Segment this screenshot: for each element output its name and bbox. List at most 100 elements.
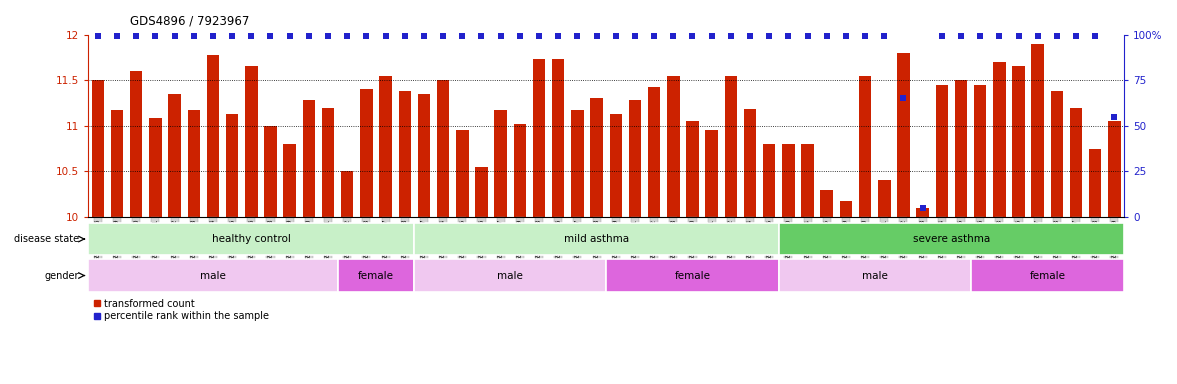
Point <box>377 33 395 40</box>
Bar <box>647 88 660 384</box>
Bar <box>610 114 621 384</box>
Point <box>491 33 510 40</box>
Bar <box>513 124 526 384</box>
Point <box>683 33 701 40</box>
Bar <box>88 259 338 292</box>
Text: gender: gender <box>45 270 79 281</box>
Text: mild asthma: mild asthma <box>564 234 630 244</box>
Bar <box>341 171 353 384</box>
Point <box>817 33 836 40</box>
Text: disease state: disease state <box>14 234 79 244</box>
Point <box>875 33 893 40</box>
Bar <box>552 59 565 384</box>
Point <box>895 95 913 101</box>
Bar <box>591 98 603 384</box>
Bar <box>245 66 258 384</box>
Bar <box>284 144 295 384</box>
Point <box>1029 33 1048 40</box>
Point <box>645 33 664 40</box>
Point <box>107 33 126 40</box>
Bar <box>802 144 813 384</box>
Bar <box>859 76 871 384</box>
Point <box>511 33 530 40</box>
Text: healthy control: healthy control <box>212 234 291 244</box>
Bar <box>897 53 910 384</box>
Bar <box>437 80 450 384</box>
Bar <box>399 91 411 384</box>
Point <box>261 33 280 40</box>
Point <box>1105 114 1124 120</box>
Text: female: female <box>358 270 394 281</box>
Point <box>433 33 452 40</box>
Bar <box>705 130 718 384</box>
Point <box>127 33 146 40</box>
Bar <box>494 110 507 384</box>
Point <box>1048 33 1066 40</box>
Bar <box>936 85 947 384</box>
Point <box>703 33 722 40</box>
Point <box>472 33 491 40</box>
Point <box>530 33 548 40</box>
Point <box>319 33 338 40</box>
Text: male: male <box>498 270 524 281</box>
Point <box>837 33 856 40</box>
Bar <box>414 223 779 255</box>
Bar <box>629 100 641 384</box>
Text: female: female <box>674 270 711 281</box>
Point <box>357 33 375 40</box>
Text: male: male <box>200 270 226 281</box>
Bar <box>917 208 929 384</box>
Bar <box>302 100 315 384</box>
Bar <box>571 110 584 384</box>
Text: female: female <box>1030 270 1065 281</box>
Bar <box>88 223 414 255</box>
Bar <box>338 259 414 292</box>
Bar <box>1089 149 1102 384</box>
Point <box>88 33 107 40</box>
Point <box>1009 33 1028 40</box>
Bar <box>207 55 219 384</box>
Bar <box>92 80 104 384</box>
Bar <box>379 76 392 384</box>
Bar <box>839 200 852 384</box>
Bar <box>973 85 986 384</box>
Bar <box>744 109 757 384</box>
Point <box>587 33 606 40</box>
Bar <box>226 114 239 384</box>
Point <box>798 33 817 40</box>
Point <box>740 33 759 40</box>
Bar <box>725 76 737 384</box>
Bar <box>606 259 779 292</box>
Bar <box>360 89 373 384</box>
Bar <box>533 59 545 384</box>
Bar <box>878 180 891 384</box>
Point <box>856 33 875 40</box>
Point <box>548 33 567 40</box>
Bar <box>129 71 142 384</box>
Point <box>779 33 798 40</box>
Point <box>299 33 318 40</box>
Point <box>1086 33 1105 40</box>
Bar <box>779 259 971 292</box>
Point <box>664 33 683 40</box>
Bar <box>418 94 430 384</box>
Bar <box>187 110 200 384</box>
Bar <box>149 119 161 384</box>
Point <box>165 33 184 40</box>
Bar <box>1109 121 1121 384</box>
Point <box>185 33 204 40</box>
Bar <box>265 126 277 384</box>
Point <box>453 33 472 40</box>
Bar <box>1051 91 1063 384</box>
Bar <box>414 259 606 292</box>
Point <box>280 33 299 40</box>
Point <box>338 33 357 40</box>
Point <box>990 33 1009 40</box>
Bar <box>783 144 794 384</box>
Point <box>146 33 165 40</box>
Bar <box>1031 44 1044 384</box>
Point <box>1066 33 1085 40</box>
Legend: transformed count, percentile rank within the sample: transformed count, percentile rank withi… <box>93 299 268 321</box>
Bar <box>321 108 334 384</box>
Bar <box>667 76 679 384</box>
